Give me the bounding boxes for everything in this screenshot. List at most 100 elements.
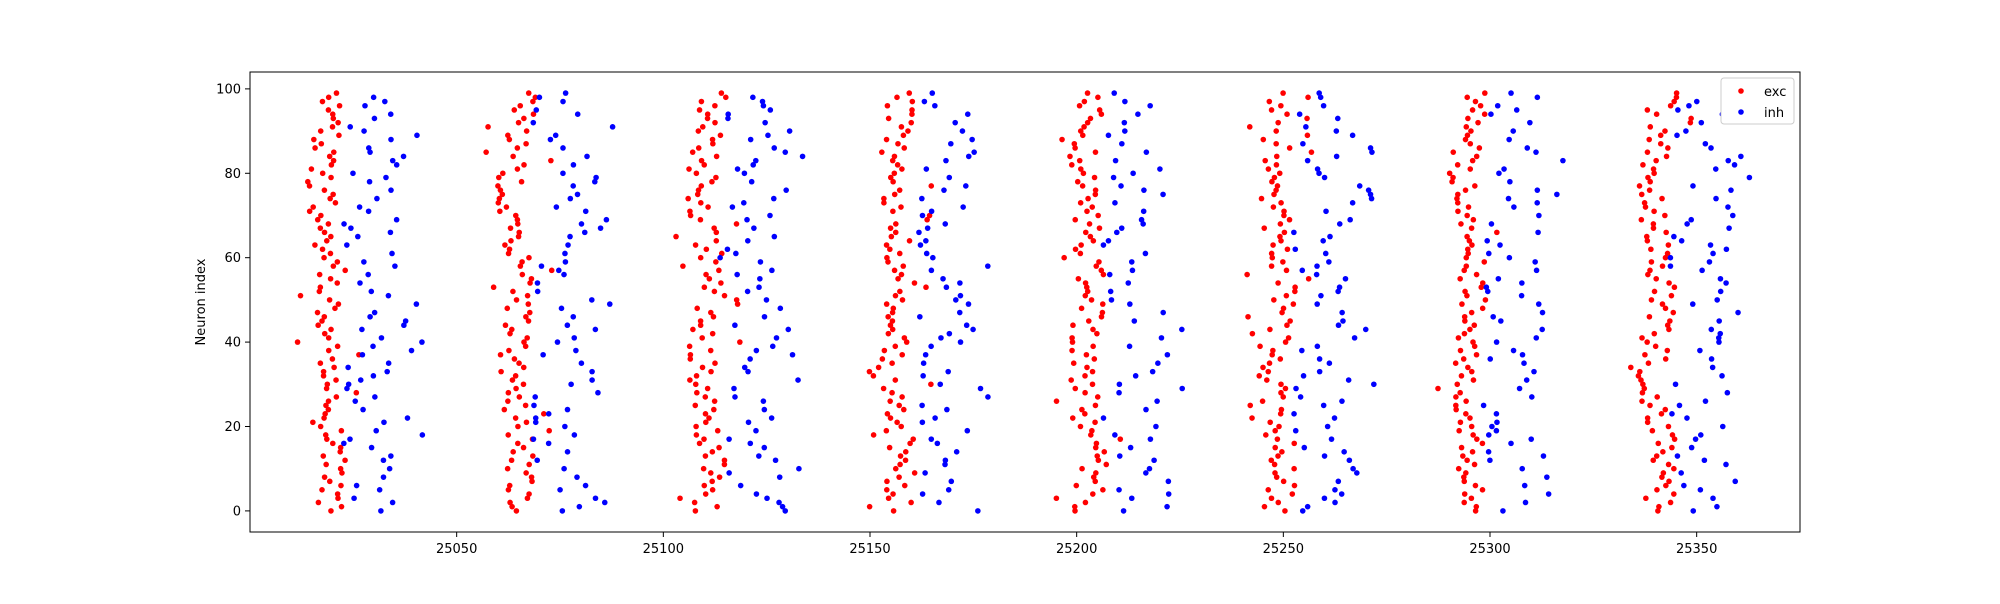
exc-spike-point bbox=[887, 398, 893, 404]
inh-spike-point bbox=[1678, 238, 1685, 244]
exc-spike-point bbox=[500, 170, 506, 177]
legend-exc-marker bbox=[1738, 88, 1744, 94]
exc-spike-point bbox=[517, 102, 524, 109]
exc-spike-point bbox=[321, 415, 327, 421]
inh-spike-point bbox=[1529, 394, 1535, 400]
exc-spike-point bbox=[1245, 313, 1251, 320]
exc-spike-point bbox=[1082, 229, 1089, 236]
inh-spike-point bbox=[767, 107, 774, 113]
exc-spike-point bbox=[520, 444, 527, 451]
exc-spike-point bbox=[1072, 246, 1079, 253]
inh-spike-point bbox=[1723, 280, 1729, 286]
exc-spike-point bbox=[1468, 368, 1475, 375]
inh-spike-point bbox=[382, 98, 388, 105]
inh-spike-point bbox=[1314, 343, 1321, 350]
inh-spike-point bbox=[773, 335, 780, 341]
exc-spike-point bbox=[1454, 200, 1461, 206]
exc-spike-point bbox=[696, 440, 703, 447]
inh-spike-point bbox=[1105, 132, 1112, 139]
inh-spike-point bbox=[1513, 107, 1520, 113]
exc-spike-point bbox=[709, 478, 715, 485]
inh-spike-point bbox=[1155, 360, 1161, 366]
inh-spike-point bbox=[1321, 495, 1328, 502]
exc-spike-point bbox=[1667, 318, 1673, 324]
exc-spike-point bbox=[328, 174, 334, 181]
exc-spike-point bbox=[338, 503, 345, 510]
inh-spike-point bbox=[965, 301, 972, 307]
exc-spike-point bbox=[1280, 259, 1286, 265]
exc-spike-point bbox=[525, 301, 532, 307]
inh-spike-point bbox=[944, 406, 950, 413]
exc-spike-point bbox=[1270, 347, 1276, 354]
inh-spike-point bbox=[362, 102, 368, 109]
inh-spike-point bbox=[570, 183, 576, 189]
inh-spike-point bbox=[1690, 508, 1697, 514]
inh-spike-point bbox=[1702, 398, 1709, 404]
exc-spike-point bbox=[1470, 432, 1476, 438]
exc-spike-point bbox=[502, 242, 508, 248]
inh-spike-point bbox=[929, 90, 936, 96]
exc-spike-point bbox=[1282, 508, 1288, 514]
inh-spike-point bbox=[1533, 149, 1539, 155]
inh-spike-point bbox=[943, 157, 949, 164]
inh-spike-point bbox=[1698, 119, 1705, 126]
exc-spike-point bbox=[308, 166, 315, 172]
exc-spike-point bbox=[900, 132, 907, 139]
inh-spike-point bbox=[945, 487, 952, 493]
exc-spike-point bbox=[310, 419, 316, 426]
inh-spike-point bbox=[1511, 204, 1517, 210]
exc-spike-point bbox=[716, 474, 723, 480]
exc-spike-point bbox=[1079, 132, 1086, 139]
inh-spike-point bbox=[1135, 111, 1141, 117]
inh-spike-point bbox=[771, 145, 778, 151]
exc-spike-point bbox=[1645, 360, 1652, 366]
exc-spike-point bbox=[1472, 482, 1479, 489]
exc-spike-point bbox=[528, 275, 535, 282]
exc-spike-point bbox=[1466, 238, 1473, 244]
inh-spike-point bbox=[592, 495, 599, 502]
inh-spike-point bbox=[969, 136, 975, 143]
exc-spike-point bbox=[1657, 132, 1664, 139]
inh-spike-point bbox=[1371, 381, 1377, 388]
inh-spike-point bbox=[760, 398, 767, 404]
exc-spike-point bbox=[695, 187, 702, 193]
inh-spike-point bbox=[920, 360, 927, 366]
exc-spike-point bbox=[700, 465, 707, 472]
exc-spike-point bbox=[1453, 402, 1459, 409]
inh-spike-point bbox=[753, 157, 759, 164]
inh-spike-point bbox=[1495, 275, 1502, 282]
exc-spike-point bbox=[701, 162, 708, 168]
exc-spike-point bbox=[1080, 170, 1087, 177]
exc-spike-point bbox=[1671, 465, 1677, 472]
exc-spike-point bbox=[1662, 212, 1668, 219]
exc-spike-point bbox=[713, 153, 720, 160]
exc-spike-point bbox=[523, 470, 529, 476]
exc-spike-point bbox=[1271, 461, 1278, 468]
inh-spike-point bbox=[347, 436, 353, 442]
inh-spike-point bbox=[1717, 330, 1724, 337]
inh-spike-point bbox=[782, 508, 789, 514]
exc-spike-point bbox=[1259, 398, 1266, 404]
exc-spike-point bbox=[1089, 204, 1096, 210]
exc-spike-point bbox=[718, 90, 725, 96]
exc-spike-point bbox=[325, 398, 332, 404]
inh-spike-point bbox=[1153, 423, 1159, 430]
inh-spike-point bbox=[1713, 195, 1719, 202]
inh-spike-point bbox=[783, 187, 789, 193]
inh-spike-point bbox=[786, 128, 793, 134]
exc-spike-point bbox=[1271, 191, 1277, 198]
exc-spike-point bbox=[1659, 301, 1666, 307]
exc-spike-point bbox=[692, 508, 699, 514]
exc-spike-point bbox=[325, 221, 332, 227]
legend-inh-marker bbox=[1738, 109, 1744, 115]
exc-spike-point bbox=[530, 98, 536, 105]
exc-spike-point bbox=[528, 474, 535, 480]
exc-spike-point bbox=[1450, 149, 1457, 155]
exc-spike-point bbox=[1653, 453, 1660, 459]
inh-spike-point bbox=[928, 208, 935, 215]
inh-spike-point bbox=[538, 263, 545, 269]
exc-spike-point bbox=[875, 364, 882, 371]
inh-spike-point bbox=[1354, 470, 1360, 476]
exc-spike-point bbox=[889, 309, 896, 316]
exc-spike-point bbox=[1090, 474, 1097, 480]
